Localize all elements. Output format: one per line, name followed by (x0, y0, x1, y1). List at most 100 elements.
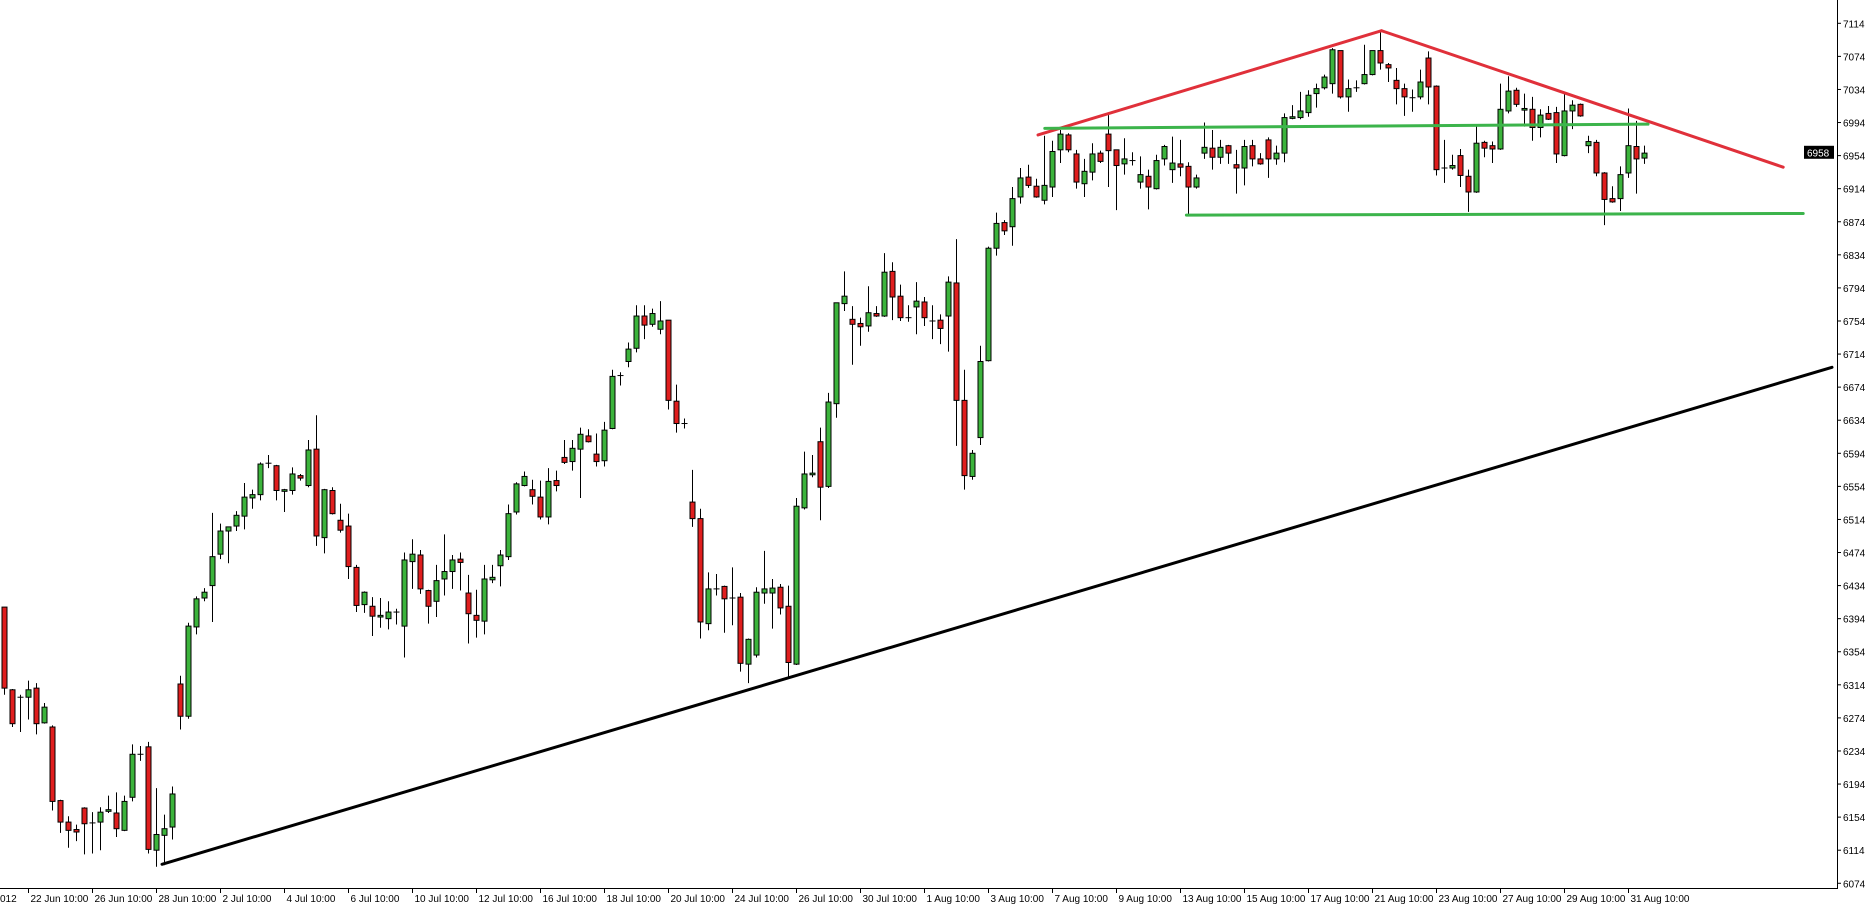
x-tick-label-partial: 012 (0, 894, 17, 905)
y-tick-label: 6714 (1843, 350, 1866, 361)
candle-body (1361, 74, 1368, 85)
candle-bearish (1001, 220, 1008, 235)
y-tick-label: 6114 (1843, 846, 1865, 857)
candle-body (1273, 152, 1280, 160)
candle-body (1065, 134, 1072, 151)
candle-bullish (1289, 105, 1296, 120)
y-tick-label: 6154 (1843, 813, 1866, 824)
candle-bearish (73, 824, 80, 842)
candle-body (833, 302, 840, 405)
x-tick-label: 23 Aug 10:00 (1439, 894, 1498, 905)
candle-body (753, 591, 760, 656)
y-tick-label: 6074 (1843, 879, 1866, 890)
candle-body (945, 281, 952, 317)
candle-bullish (249, 489, 256, 509)
candle-body (737, 596, 744, 664)
candle-body (409, 553, 416, 563)
resistance-falling[interactable] (1380, 29, 1785, 169)
candle-body (441, 571, 448, 580)
candle-body (161, 828, 168, 836)
candle-bullish (1369, 50, 1376, 76)
y-tick-label: 6474 (1843, 549, 1866, 560)
y-tick-label: 6794 (1843, 284, 1866, 295)
candle-bullish (169, 786, 176, 840)
candle-body (1233, 164, 1240, 169)
candle-body (273, 465, 280, 491)
candle-bearish (1481, 140, 1488, 158)
support-trendline[interactable] (160, 365, 1834, 866)
candle-bearish (1529, 96, 1536, 141)
candle-bullish (265, 454, 272, 469)
candle-body (313, 448, 320, 537)
candle-bearish (585, 429, 592, 443)
y-tick-label: 6954 (1843, 152, 1866, 163)
candle-bullish (1169, 136, 1176, 183)
candle-bearish (529, 479, 536, 505)
candle-bullish (1049, 140, 1056, 197)
candle-bullish (633, 305, 640, 353)
candle-body (841, 295, 848, 305)
candle-bullish (929, 305, 936, 340)
candle-bearish (1145, 169, 1152, 210)
candle-bullish (545, 468, 552, 525)
candle-body (1025, 176, 1032, 186)
candle-body (1161, 146, 1168, 160)
candle-body (569, 447, 576, 463)
candle-body (1377, 50, 1384, 64)
candle-bearish (1185, 162, 1192, 215)
candle-bearish (1513, 87, 1520, 107)
candle-body (345, 525, 352, 568)
candle-bearish (1385, 62, 1392, 83)
candle-bullish (489, 564, 496, 584)
candle-bullish (1521, 93, 1528, 127)
candle-bearish (1105, 115, 1112, 188)
candle-body (105, 809, 112, 812)
candle-bearish (1457, 148, 1464, 188)
candle-bullish (1329, 48, 1336, 94)
candle-bullish (1017, 168, 1024, 204)
candle-bullish (1641, 145, 1648, 164)
candle-body (977, 361, 984, 439)
x-tick-label: 1 Aug 10:00 (927, 894, 981, 905)
trendlines-layer (160, 29, 1834, 866)
candle-body (1073, 153, 1080, 183)
y-tick-label: 6354 (1843, 648, 1866, 659)
candle-bearish (1073, 149, 1080, 189)
range-bottom[interactable] (1184, 211, 1805, 217)
candle-bullish (1273, 145, 1280, 165)
range-top[interactable] (1043, 122, 1650, 130)
candle-body (561, 456, 568, 463)
candle-body (593, 453, 600, 463)
candle-bullish (833, 302, 840, 418)
candle-body (145, 746, 152, 850)
resistance-rising[interactable] (1036, 29, 1384, 137)
candle-body (545, 480, 552, 518)
candle-body (609, 375, 616, 429)
candle-bearish (1577, 103, 1584, 117)
candle-body (1265, 139, 1272, 160)
candle-body (849, 318, 856, 325)
candle-bullish (209, 512, 216, 622)
candle-bearish (1393, 67, 1400, 105)
candle-body (1449, 165, 1456, 169)
candle-body (329, 489, 336, 515)
x-tick-label: 6 Jul 10:00 (351, 894, 400, 905)
y-tick-label: 6674 (1843, 383, 1866, 394)
candle-body (1481, 141, 1488, 149)
candle-bearish (465, 574, 472, 644)
candle-body (1633, 146, 1640, 160)
candle-bearish (785, 585, 792, 677)
candle-body (1209, 147, 1216, 158)
candle-bearish (1265, 137, 1272, 178)
candle-body (1001, 222, 1008, 232)
candle-body (665, 319, 672, 401)
candle-body (33, 687, 40, 725)
candle-body (1177, 163, 1184, 168)
candle-bearish (1025, 164, 1032, 188)
candle-body (1321, 76, 1328, 89)
candle-body (1617, 174, 1624, 200)
candle-body (785, 605, 792, 663)
candle-body (1609, 198, 1616, 203)
candle-body (225, 526, 232, 532)
candle-bearish (473, 589, 480, 638)
